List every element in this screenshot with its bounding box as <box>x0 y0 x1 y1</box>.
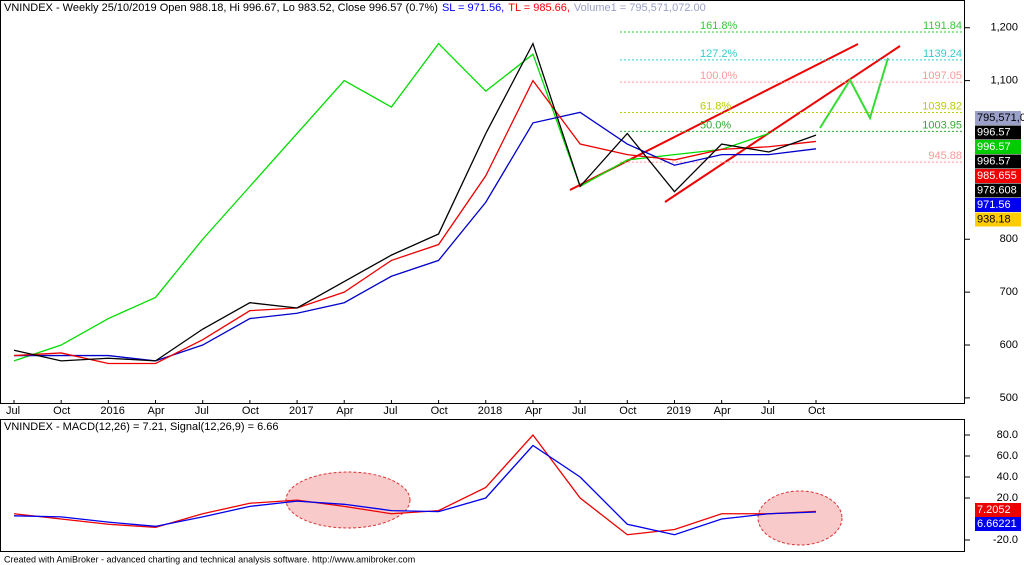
fib-value: 1191.84 <box>923 20 962 32</box>
x-tick-label: Jul <box>761 405 775 417</box>
highlight <box>285 471 411 529</box>
price-label: 996.57 <box>977 155 1011 167</box>
fib-label: 61.8% <box>700 100 731 112</box>
fib-value: 945.88 <box>928 150 962 162</box>
series-line <box>13 79 817 365</box>
chart-title: SL = 971.56, <box>442 2 504 14</box>
footer: Created with AmiBroker - advanced charti… <box>4 554 415 564</box>
price-panel <box>0 0 965 404</box>
series-line <box>13 42 770 362</box>
y-tick-label: 800 <box>1000 233 1018 245</box>
x-tick-label: Oct <box>242 405 259 417</box>
y-tick-label: 20.0 <box>997 492 1018 504</box>
macd-label: 7.2052 <box>977 504 1011 516</box>
chart-title: TL = 985.66, <box>508 2 570 14</box>
price-label: 996.57 <box>977 126 1011 138</box>
x-tick-label: 2017 <box>289 405 313 417</box>
x-tick-label: Apr <box>336 405 353 417</box>
price-label-bg <box>975 140 1021 154</box>
x-tick-label: Jul <box>572 405 586 417</box>
fib-label: 50.0% <box>700 119 731 131</box>
x-tick-label: 2018 <box>478 405 502 417</box>
price-label-bg <box>975 212 1021 227</box>
series-line <box>13 41 817 362</box>
x-tick-label: Oct <box>808 405 825 417</box>
x-tick-label: Apr <box>714 405 731 417</box>
x-tick-label: Jul <box>6 405 20 417</box>
projection <box>819 57 889 129</box>
fib-value: 1039.82 <box>922 100 962 112</box>
price-label: 978.608 <box>977 184 1017 196</box>
fib-value: 1097.05 <box>922 70 962 82</box>
macd-label-bg <box>975 503 1021 517</box>
y-tick-label: 1,100 <box>990 75 1018 87</box>
macd-label-bg <box>975 517 1021 531</box>
fib-label: 100.0% <box>700 70 738 82</box>
x-tick-label: Jul <box>383 405 397 417</box>
chart-title: Volume1 = 795,571,072.00 <box>574 2 706 14</box>
x-tick-label: Oct <box>53 405 70 417</box>
macd-panel <box>0 419 965 552</box>
price-label-bg <box>975 154 1021 169</box>
y-tick-label: 700 <box>1000 286 1018 298</box>
x-tick-label: Oct <box>619 405 636 417</box>
chart-title: VNINDEX - Weekly 25/10/2019 Open 988.18,… <box>4 2 438 14</box>
price-label-bg <box>975 111 1021 125</box>
price-label-bg <box>975 169 1021 183</box>
price-label: 938.18 <box>977 213 1011 225</box>
price-label: 996.57 <box>977 141 1011 153</box>
price-label: 971.56 <box>977 199 1011 211</box>
y-tick-label: 600 <box>1000 339 1018 351</box>
y-tick-label: -20.0 <box>993 534 1018 546</box>
x-tick-label: Apr <box>148 405 165 417</box>
price-label: 985.655 <box>977 170 1017 182</box>
trend-line <box>664 45 901 203</box>
series-line <box>13 433 817 536</box>
macd-label: 6.66221 <box>977 518 1017 530</box>
fib-value: 1003.95 <box>922 119 962 131</box>
y-tick-label: 500 <box>1000 392 1018 404</box>
y-tick-label: 1,200 <box>990 22 1018 34</box>
series-line <box>13 444 817 536</box>
price-label-bg <box>975 183 1021 198</box>
highlight <box>757 490 843 546</box>
marks: VNINDEX - Weekly 25/10/2019 Open 988.18,… <box>4 2 1024 546</box>
price-label-bg <box>975 198 1021 212</box>
fib-label: 127.2% <box>700 48 738 60</box>
y-tick-label: 40.0 <box>997 471 1018 483</box>
x-tick-label: Apr <box>525 405 542 417</box>
y-tick-label: 60.0 <box>997 450 1018 462</box>
price-label: 795,571,0 <box>977 112 1024 124</box>
fib-value: 1139.24 <box>923 48 962 60</box>
price-label-bg <box>975 125 1021 140</box>
x-tick-label: Jul <box>195 405 209 417</box>
chart-title: VNINDEX - MACD(12,26) = 7.21, Signal(12,… <box>4 421 279 433</box>
x-tick-label: Oct <box>431 405 448 417</box>
y-tick-label: 80.0 <box>997 429 1018 441</box>
x-tick-label: 2019 <box>666 405 690 417</box>
x-tick-label: 2016 <box>100 405 124 417</box>
fib-label: 161.8% <box>700 20 738 32</box>
